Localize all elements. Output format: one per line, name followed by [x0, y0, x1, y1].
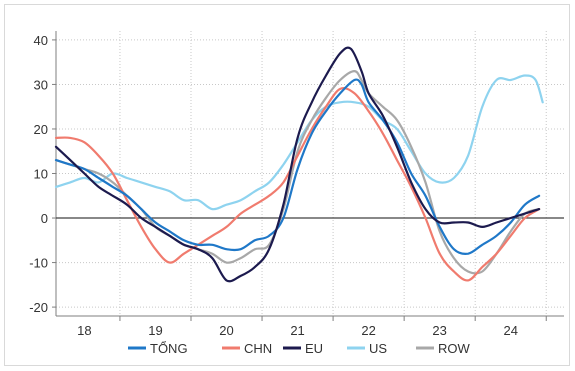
x-tick-label: 24 [503, 323, 517, 338]
y-tick-labels: 40 30 20 10 0 -10 -20 [29, 33, 48, 315]
series-line-us [54, 74, 544, 211]
gridlines [56, 31, 564, 316]
x-tick-label: 20 [219, 323, 233, 338]
x-tick-label: 22 [361, 323, 375, 338]
legend-label-us: US [369, 341, 387, 356]
y-tick-label: -20 [29, 300, 48, 315]
y-tick-label: 30 [34, 77, 48, 92]
series-line-eu [54, 46, 541, 283]
y-tick-label: 40 [34, 33, 48, 48]
x-tick-label: 21 [290, 323, 304, 338]
legend-label-eu: EU [305, 341, 323, 356]
legend-label-tng: TỔNG [150, 341, 188, 356]
legend: TỔNG CHN EU US ROW [128, 341, 471, 356]
x-tick-label: 18 [77, 323, 91, 338]
legend-label-row: ROW [438, 341, 471, 356]
x-tick-label: 19 [148, 323, 162, 338]
series-line-chn [54, 87, 541, 282]
x-tick-label: 23 [432, 323, 446, 338]
y-tick-label: -10 [29, 256, 48, 271]
y-tick-label: 20 [34, 122, 48, 137]
y-tick-label: 0 [41, 211, 48, 226]
axes [52, 31, 564, 321]
y-tick-label: 10 [34, 167, 48, 182]
series-lines [54, 46, 544, 283]
x-tick-labels: 18 19 20 21 22 23 24 [77, 323, 518, 338]
legend-label-chn: CHN [244, 341, 272, 356]
series-line-tng [54, 78, 541, 256]
